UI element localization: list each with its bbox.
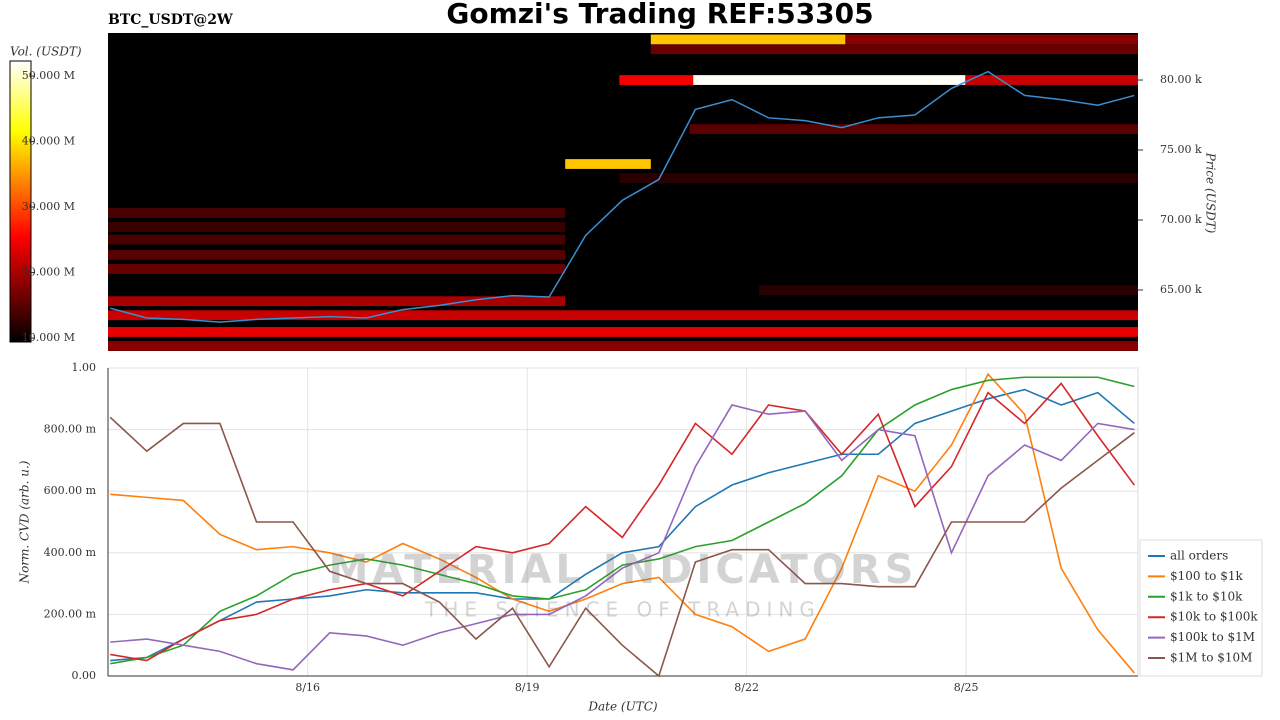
colorbar-tick-label: 20.000 M: [22, 266, 75, 279]
heatmap-cell: [108, 222, 566, 232]
heatmap-cell: [108, 234, 566, 245]
page-title: Gomzi's Trading REF:53305: [446, 0, 873, 30]
colorbar-tick-label: 50.000 M: [22, 69, 75, 82]
colorbar-tick-label: 40.000 M: [22, 135, 75, 148]
y-axis-label: Norm. CVD (arb. u.): [18, 460, 32, 584]
x-axis-label: Date (UTC): [587, 700, 657, 714]
colorbar-tick-label: 10.000 M: [22, 331, 75, 344]
legend-box: [1139, 539, 1263, 677]
heatmap-cell: [108, 264, 566, 274]
legend-label: $1k to $10k: [1170, 589, 1243, 603]
y-axis-label: Price (USDT): [1204, 152, 1218, 234]
watermark: MATERIAL INDICATORS THE SCIENCE OF TRADI…: [329, 547, 918, 622]
heatmap-cell: [108, 208, 566, 218]
watermark-subtitle: THE SCIENCE OF TRADING: [424, 598, 821, 622]
chart-title: BTC_USDT@2W: [108, 12, 233, 28]
heatmap-cell: [108, 296, 566, 307]
legend-label: all orders: [1170, 549, 1228, 563]
x-tick-label: 8/25: [954, 681, 979, 694]
legend-label: $10k to $100k: [1170, 610, 1258, 624]
colorbar-tick-label: 30.000 M: [22, 200, 75, 213]
legend: all orders $100 to $1k $1k to $10k $10k to …: [1148, 549, 1258, 665]
series-line: [110, 404, 1135, 671]
watermark-title: MATERIAL INDICATORS: [329, 547, 918, 593]
x-tick-label: 8/16: [295, 681, 320, 694]
y-tick-label: 600.00 m: [44, 484, 97, 497]
series-line: [110, 376, 1135, 665]
legend-label: $1M to $10M: [1170, 651, 1252, 665]
y-tick-label: 400.00 m: [44, 546, 97, 559]
heatmap-cell: [619, 75, 694, 85]
series-line: [110, 372, 1135, 674]
y-tick-label: 75.00 k: [1160, 143, 1202, 156]
heatmap-cell: [565, 159, 651, 169]
y-tick-label: 800.00 m: [44, 423, 97, 436]
heatmap-cell: [845, 34, 1138, 45]
y-tick-label: 65.00 k: [1160, 283, 1202, 296]
heatmap-cell: [650, 44, 1138, 55]
y-tick-label: 0.00: [72, 669, 97, 682]
price-line: [110, 70, 1135, 323]
legend-label: $100k to $1M: [1170, 630, 1255, 644]
heatmap-cell: [108, 341, 1138, 351]
legend-label: $100 to $1k: [1170, 569, 1243, 583]
heatmap-cell: [759, 285, 1138, 295]
series-line: [110, 388, 1135, 662]
heatmap-cell: [108, 327, 1138, 337]
heatmap-cell: [108, 310, 1138, 321]
x-tick-label: 8/19: [515, 681, 540, 694]
colorbar-label: Vol. (USDT): [10, 45, 82, 59]
heatmap-cell: [693, 75, 966, 85]
heatmap-plot: 65.00 k 70.00 k 75.00 k 80.00 k: [108, 33, 1202, 351]
x-tick-label: 8/22: [734, 681, 759, 694]
series-line: [109, 416, 1135, 678]
heatmap-cell: [650, 34, 846, 45]
y-tick-label: 70.00 k: [1160, 213, 1202, 226]
heatmap-cell: [965, 75, 1138, 85]
line-plot: 0.00 200.00 m 400.00 m 600.00 m 800.00 m 1.00…: [44, 361, 1139, 694]
colorbar: [9, 60, 32, 343]
y-tick-label: 80.00 k: [1160, 73, 1202, 86]
y-tick-label: 200.00 m: [44, 607, 97, 620]
heatmap-cell: [108, 250, 566, 260]
y-tick-label: 1.00: [72, 361, 97, 374]
series-line: [110, 382, 1135, 662]
heatmap-cell: [689, 124, 1138, 134]
heatmap-cell: [619, 173, 1138, 183]
